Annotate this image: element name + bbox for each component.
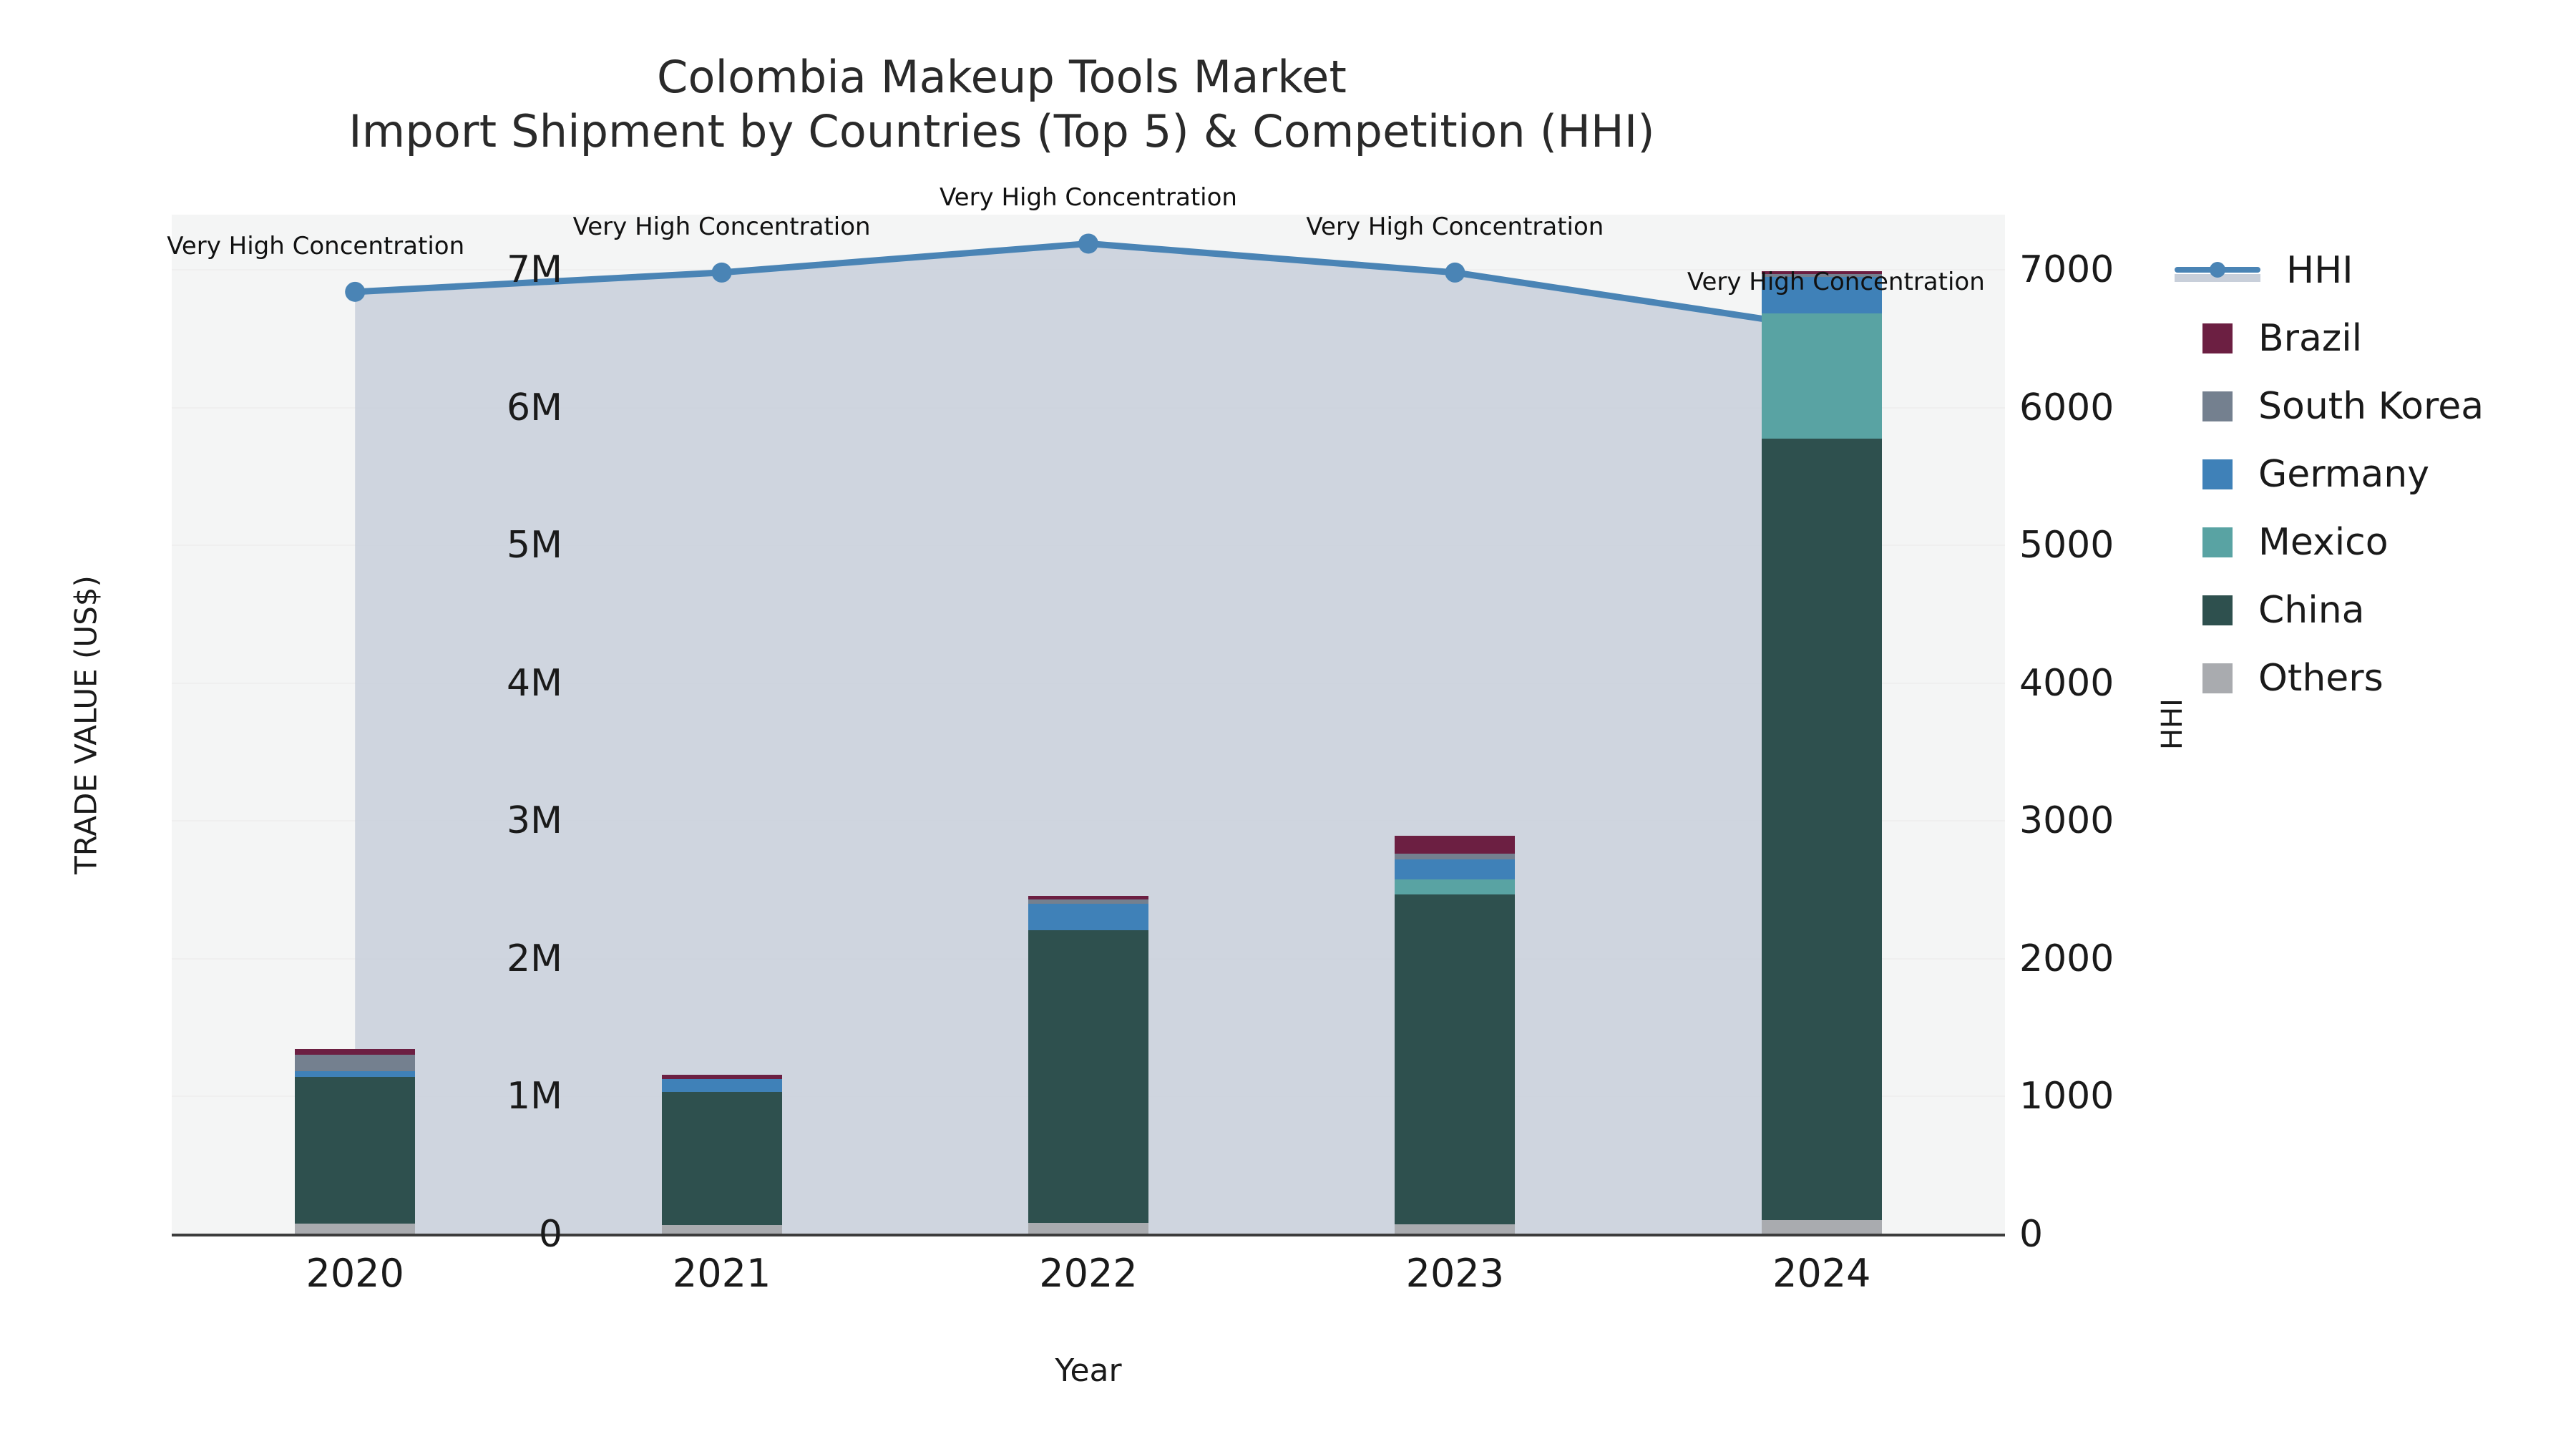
x-axis-tick-label: 2023 — [1405, 1251, 1505, 1296]
hhi-marker[interactable] — [345, 281, 366, 302]
y-axis-right-tick-label: 4000 — [2019, 661, 2114, 705]
bar-segment-south-korea[interactable] — [1395, 853, 1516, 860]
x-axis-line — [172, 1234, 2005, 1236]
x-axis-tick-label: 2022 — [1039, 1251, 1138, 1296]
chart-title-line-2: Import Shipment by Countries (Top 5) & C… — [348, 104, 1655, 157]
chart-title-line-1: Colombia Makeup Tools Market — [657, 51, 1347, 103]
bar-segment-mexico[interactable] — [1761, 313, 1882, 439]
y-axis-left-tick-label: 2M — [507, 937, 562, 980]
legend: HHI Brazil South Korea Germany Mexico China Ot… — [2175, 236, 2575, 712]
y-axis-left-title-anchor: TRADE VALUE (US$) — [0, 215, 104, 1234]
bar-segment-brazil[interactable] — [1761, 270, 1882, 274]
legend-item-label: HHI — [2286, 248, 2353, 292]
concentration-annotation: Very High Concentration — [167, 231, 465, 260]
legend-item-label: South Korea — [2258, 384, 2484, 428]
y-axis-left-tick-label: 6M — [507, 386, 562, 429]
legend-swatch-icon — [2202, 663, 2233, 693]
x-axis-tick-label: 2020 — [306, 1251, 404, 1296]
bar-segment-china[interactable] — [1028, 930, 1148, 1223]
hhi-marker[interactable] — [711, 262, 732, 283]
x-axis-tick-label: 2024 — [1772, 1251, 1871, 1296]
legend-item-label: Mexico — [2258, 520, 2389, 564]
y-axis-left-title: TRADE VALUE (US$) — [68, 575, 104, 874]
legend-swatch-icon — [2202, 527, 2233, 557]
legend-item-label: Others — [2258, 656, 2384, 700]
bar-group[interactable] — [661, 215, 782, 1234]
legend-item-label: China — [2258, 588, 2365, 632]
bar-segment-south-korea[interactable] — [1761, 273, 1882, 277]
hhi-marker[interactable] — [1445, 262, 1465, 283]
bar-segment-others[interactable] — [1395, 1224, 1516, 1234]
bar-segment-south-korea[interactable] — [295, 1055, 416, 1072]
bar-segment-brazil[interactable] — [661, 1074, 782, 1080]
y-axis-right-tick-label: 7000 — [2019, 248, 2114, 292]
concentration-annotation: Very High Concentration — [1687, 267, 1985, 296]
y-axis-right-tick-label: 2000 — [2019, 937, 2114, 980]
bar-segment-china[interactable] — [1395, 894, 1516, 1224]
bar-group[interactable] — [1761, 215, 1882, 1234]
bar-segment-brazil[interactable] — [295, 1049, 416, 1055]
legend-item-germany[interactable]: Germany — [2202, 440, 2575, 508]
legend-line-marker-icon — [2175, 255, 2260, 286]
bar-segment-china[interactable] — [661, 1091, 782, 1226]
y-axis-right-tick-label: 3000 — [2019, 799, 2114, 843]
x-axis-title: Year — [1055, 1352, 1122, 1389]
y-axis-right-tick-label: 6000 — [2019, 386, 2114, 429]
concentration-annotation: Very High Concentration — [940, 183, 1237, 213]
chart-title: Colombia Makeup Tools Market Import Ship… — [0, 50, 2004, 158]
legend-swatch-icon — [2202, 391, 2233, 421]
legend-item-mexico[interactable]: Mexico — [2202, 508, 2575, 576]
y-axis-right-title: HHI — [2155, 698, 2189, 750]
bar-segment-germany[interactable] — [1395, 859, 1516, 880]
bar-segment-others[interactable] — [661, 1225, 782, 1234]
bar-segment-china[interactable] — [1761, 438, 1882, 1220]
legend-item-label: Brazil — [2258, 316, 2363, 360]
bar-group[interactable] — [1395, 215, 1516, 1234]
bar-group[interactable] — [1028, 215, 1148, 1234]
x-axis-tick-label: 2021 — [672, 1251, 771, 1296]
bar-segment-germany[interactable] — [1028, 903, 1148, 931]
legend-item-brazil[interactable]: Brazil — [2202, 304, 2575, 372]
y-axis-left-tick-label: 1M — [507, 1075, 562, 1118]
y-axis-right-tick-label: 5000 — [2019, 524, 2114, 567]
legend-swatch-icon — [2202, 459, 2233, 489]
legend-item-china[interactable]: China — [2202, 576, 2575, 644]
concentration-annotation: Very High Concentration — [1306, 212, 1604, 241]
y-axis-left-tick-label: 4M — [507, 661, 562, 705]
bar-segment-mexico[interactable] — [1395, 879, 1516, 895]
y-axis-left-tick-label: 5M — [507, 524, 562, 567]
bar-segment-germany[interactable] — [661, 1079, 782, 1092]
legend-item-label: Germany — [2258, 452, 2430, 496]
legend-swatch-icon — [2202, 323, 2233, 353]
bar-segment-brazil[interactable] — [1395, 835, 1516, 854]
y-axis-left-tick-label: 3M — [507, 799, 562, 843]
bar-segment-brazil[interactable] — [1028, 896, 1148, 900]
bar-group[interactable] — [295, 215, 416, 1234]
bar-segment-others[interactable] — [295, 1223, 416, 1234]
legend-item-hhi[interactable]: HHI — [2175, 236, 2575, 304]
concentration-annotation: Very High Concentration — [572, 212, 871, 241]
bar-segment-germany[interactable] — [1761, 276, 1882, 313]
legend-item-south-korea[interactable]: South Korea — [2202, 372, 2575, 440]
bar-segment-others[interactable] — [1761, 1219, 1882, 1234]
y-axis-right-tick-label: 0 — [2019, 1213, 2044, 1256]
bar-segment-china[interactable] — [295, 1076, 416, 1224]
y-axis-right-tick-label: 1000 — [2019, 1075, 2114, 1118]
bar-segment-others[interactable] — [1028, 1222, 1148, 1234]
bar-segment-germany[interactable] — [295, 1071, 416, 1077]
y-axis-left-tick-label: 7M — [507, 248, 562, 292]
bar-segment-south-korea[interactable] — [1028, 899, 1148, 904]
plot-area: Very High Concentration Very High Concent… — [167, 183, 2005, 1235]
legend-item-others[interactable]: Others — [2202, 644, 2575, 712]
y-axis-left-tick-label: 0 — [538, 1213, 562, 1256]
legend-swatch-icon — [2202, 595, 2233, 625]
hhi-marker[interactable] — [1078, 233, 1098, 254]
